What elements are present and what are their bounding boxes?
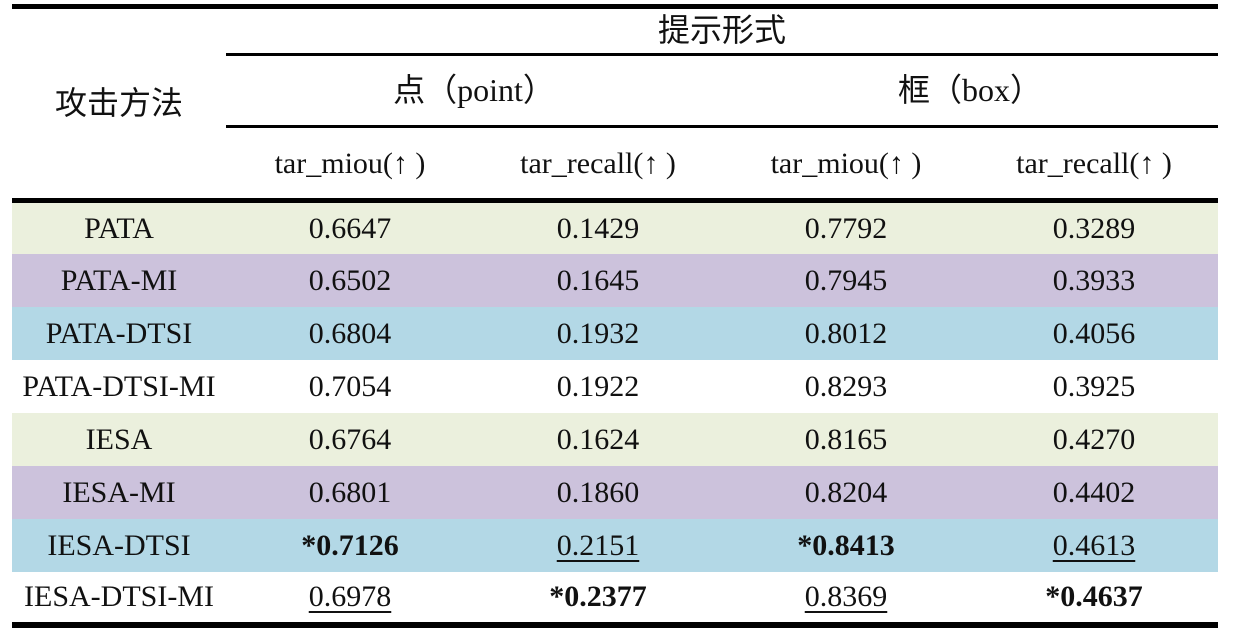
value-cell: *0.8413 [797, 528, 895, 562]
value-cell: *0.7126 [301, 528, 399, 562]
value-cell: 0.4613 [1052, 528, 1136, 562]
value-cell: 0.6801 [308, 475, 392, 509]
table-row: PATA-DTSI 0.6804 0.1932 0.8012 0.4056 [12, 306, 1219, 360]
col-header-box-tar-recall: tar_recall(↑ ) [970, 126, 1219, 203]
method-cell: IESA-DTSI-MI [24, 580, 214, 613]
header-row-metrics: tar_miou(↑ ) tar_recall(↑ ) tar_miou(↑ )… [12, 126, 1219, 203]
value-cell: 0.2151 [556, 528, 640, 562]
value-cell: 0.1429 [556, 211, 640, 245]
value-cell: 0.7945 [804, 263, 888, 297]
value-cell: 0.1932 [556, 316, 640, 350]
value-cell: 0.6502 [308, 263, 392, 297]
col-header-point-tar-recall: tar_recall(↑ ) [474, 126, 722, 203]
table-row: IESA-DTSI *0.7126 0.2151 *0.8413 0.4613 [12, 518, 1219, 572]
value-cell: 0.1624 [556, 422, 640, 456]
value-cell: *0.4637 [1045, 580, 1143, 613]
value-cell: 0.6804 [308, 316, 392, 350]
attack-results-table: 攻击方法 提示形式 点（point） 框（box） tar_miou(↑ ) t… [12, 4, 1219, 628]
value-cell: 0.8012 [804, 316, 888, 350]
table-row: IESA-DTSI-MI 0.6978 *0.2377 0.8369 *0.46… [12, 571, 1219, 625]
table-row: IESA 0.6764 0.1624 0.8165 0.4270 [12, 412, 1219, 466]
table-row: PATA-MI 0.6502 0.1645 0.7945 0.3933 [12, 253, 1219, 307]
value-cell: 0.8165 [804, 422, 888, 456]
method-cell: PATA-MI [60, 263, 178, 297]
value-cell: *0.2377 [549, 580, 647, 613]
value-cell: 0.1860 [556, 475, 640, 509]
method-cell: IESA-MI [62, 475, 176, 509]
group-header-box: 框（box） [722, 54, 1219, 128]
value-cell: 0.7792 [804, 211, 888, 245]
value-cell: 0.3289 [1052, 211, 1136, 245]
col-header-box-tar-miou: tar_miou(↑ ) [722, 126, 970, 203]
value-cell: 0.6647 [308, 211, 392, 245]
value-cell: 0.1922 [556, 369, 640, 403]
method-cell: PATA-DTSI-MI [22, 369, 216, 403]
table-row: PATA-DTSI-MI 0.7054 0.1922 0.8293 0.3925 [12, 359, 1219, 413]
value-cell: 0.3933 [1052, 263, 1136, 297]
top-header-prompt-form: 提示形式 [226, 6, 1219, 56]
table-row: PATA 0.6647 0.1429 0.7792 0.3289 [12, 200, 1219, 254]
header-row-top: 攻击方法 提示形式 [12, 6, 1219, 203]
value-cell: 0.4056 [1052, 316, 1136, 350]
value-cell: 0.8369 [804, 580, 888, 613]
method-cell: IESA-DTSI [47, 528, 191, 562]
col-header-point-tar-miou: tar_miou(↑ ) [226, 126, 474, 203]
results-table: 攻击方法 提示形式 点（point） 框（box） tar_miou(↑ ) t… [12, 4, 1219, 628]
table-row: IESA-MI 0.6801 0.1860 0.8204 0.4402 [12, 465, 1219, 519]
value-cell: 0.6764 [308, 422, 392, 456]
value-cell: 0.6978 [308, 580, 392, 613]
header-row-groups: 点（point） 框（box） [12, 54, 1219, 128]
method-cell: PATA [84, 211, 154, 245]
value-cell: 0.8204 [804, 475, 888, 509]
group-header-point: 点（point） [226, 54, 722, 128]
value-cell: 0.4270 [1052, 422, 1136, 456]
value-cell: 0.3925 [1052, 369, 1136, 403]
method-cell: PATA-DTSI [45, 316, 193, 350]
corner-header-attack-method: 攻击方法 [12, 6, 226, 203]
value-cell: 0.1645 [556, 263, 640, 297]
value-cell: 0.8293 [804, 369, 888, 403]
value-cell: 0.7054 [308, 369, 392, 403]
method-cell: IESA [85, 422, 153, 456]
value-cell: 0.4402 [1052, 475, 1136, 509]
